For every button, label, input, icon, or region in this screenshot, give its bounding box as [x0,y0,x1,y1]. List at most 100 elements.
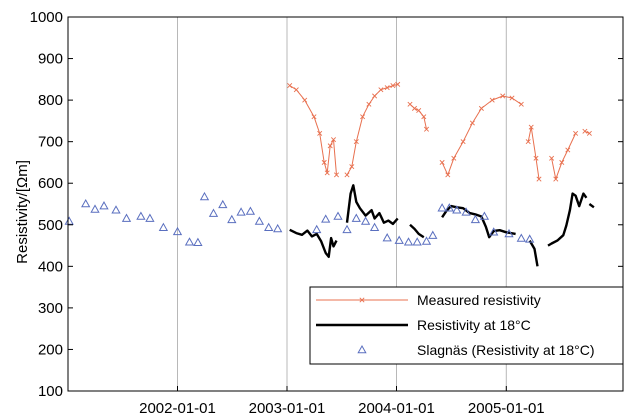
data-point-marker [287,83,293,89]
data-point-marker [81,198,91,208]
data-point-marker [121,213,132,222]
data-point-marker [254,216,265,225]
data-point-marker [489,227,499,236]
series-line-segment [345,184,399,226]
series-line-segment [289,228,338,258]
data-point-marker [245,206,256,215]
x-tick-label: 2004-01-01 [358,400,435,417]
data-point-marker [445,172,451,178]
data-point-marker [479,211,490,220]
series-layer [64,81,595,267]
data-point-marker [236,207,246,216]
legend-label: Resistivity at 18°C [417,317,531,333]
data-point-marker [378,87,384,93]
series-line-segment [527,126,540,180]
x-tick-label: 2005-01-01 [468,400,545,417]
data-point-marker [384,85,390,91]
series-line-segment [588,203,595,209]
data-point-marker [293,87,299,93]
data-point-marker [437,203,447,212]
series-line-segment [528,239,539,267]
data-point-marker [199,191,210,201]
data-point-marker [158,222,169,231]
series-line-segment [547,192,588,247]
data-point-marker [273,223,283,233]
data-point-marker [353,139,359,145]
data-point-marker [533,155,539,161]
plot-frame [67,16,624,392]
data-point-marker [395,81,401,87]
y-tick-label: 700 [38,134,63,151]
data-point-marker [390,83,396,89]
data-point-marker [333,211,343,220]
data-point-marker [136,211,146,220]
data-point-marker [330,137,337,143]
data-point-marker [407,101,413,107]
data-point-marker [64,216,74,225]
data-point-marker [536,176,542,182]
data-point-marker [324,170,330,176]
data-point-marker [469,120,475,126]
data-point-marker [360,216,371,225]
legend-entry: Slagnäs (Resistivity at 18°C) [357,342,595,358]
series-line-segment [346,83,398,176]
data-point-marker [394,235,404,244]
data-point-marker [317,130,323,136]
data-point-marker [525,234,535,243]
series-resistivity-at-18-c [289,184,595,267]
data-point-marker [312,224,322,234]
x-axis-ticks: 2002-01-01 2003-01-01 2004-01-01 2005-01-01 [139,386,545,417]
data-point-marker [172,226,183,236]
y-tick-label: 1000 [30,9,63,26]
data-point-marker [382,233,392,242]
data-point-marker [549,155,555,161]
legend-entry: Resistivity at 18°C [316,317,531,333]
data-point-marker [428,230,438,239]
data-point-marker [528,124,534,130]
data-point-marker [145,213,155,222]
data-point-marker [327,143,333,149]
data-point-marker [412,237,422,246]
series-line-segment [289,85,337,175]
data-point-marker [366,101,372,107]
data-point-marker [478,105,484,111]
legend-symbol [357,344,367,354]
data-point-marker [218,199,228,209]
data-point-marker [208,208,219,217]
legend-label: Slagnäs (Resistivity at 18°C) [417,342,595,358]
x-tick-label: 2003-01-01 [249,400,326,417]
data-point-marker [349,164,355,170]
y-tick-label: 400 [38,258,63,275]
series-measured-resistivity [287,81,592,182]
series-line-segment [441,95,522,176]
data-point-marker [421,236,432,245]
legend-label: Measured resistivity [417,292,541,308]
data-point-marker [193,237,203,246]
data-point-marker [460,139,466,145]
data-point-marker [582,128,588,134]
data-point-marker [553,176,559,182]
data-point-marker [525,139,531,145]
series-slagn-s-resistivity-at-18-c- [64,191,535,246]
data-point-marker [321,214,331,223]
data-point-marker [586,130,592,136]
data-point-marker [264,222,274,231]
data-point-marker [421,114,427,120]
data-point-marker [451,155,457,161]
data-point-marker [559,159,565,165]
data-point-marker [369,222,380,231]
data-point-marker [416,107,422,114]
data-point-marker [372,93,378,99]
data-point-marker [403,237,414,246]
data-point-marker [411,105,418,111]
legend-entry: Measured resistivity [316,292,541,308]
data-point-marker [351,213,361,222]
data-point-marker [504,228,514,238]
y-tick-label: 900 [38,51,63,68]
series-line-segment [551,133,577,180]
y-tick-label: 200 [38,341,63,358]
data-point-marker [518,101,524,107]
data-point-marker [509,95,515,101]
data-point-marker [439,159,445,165]
